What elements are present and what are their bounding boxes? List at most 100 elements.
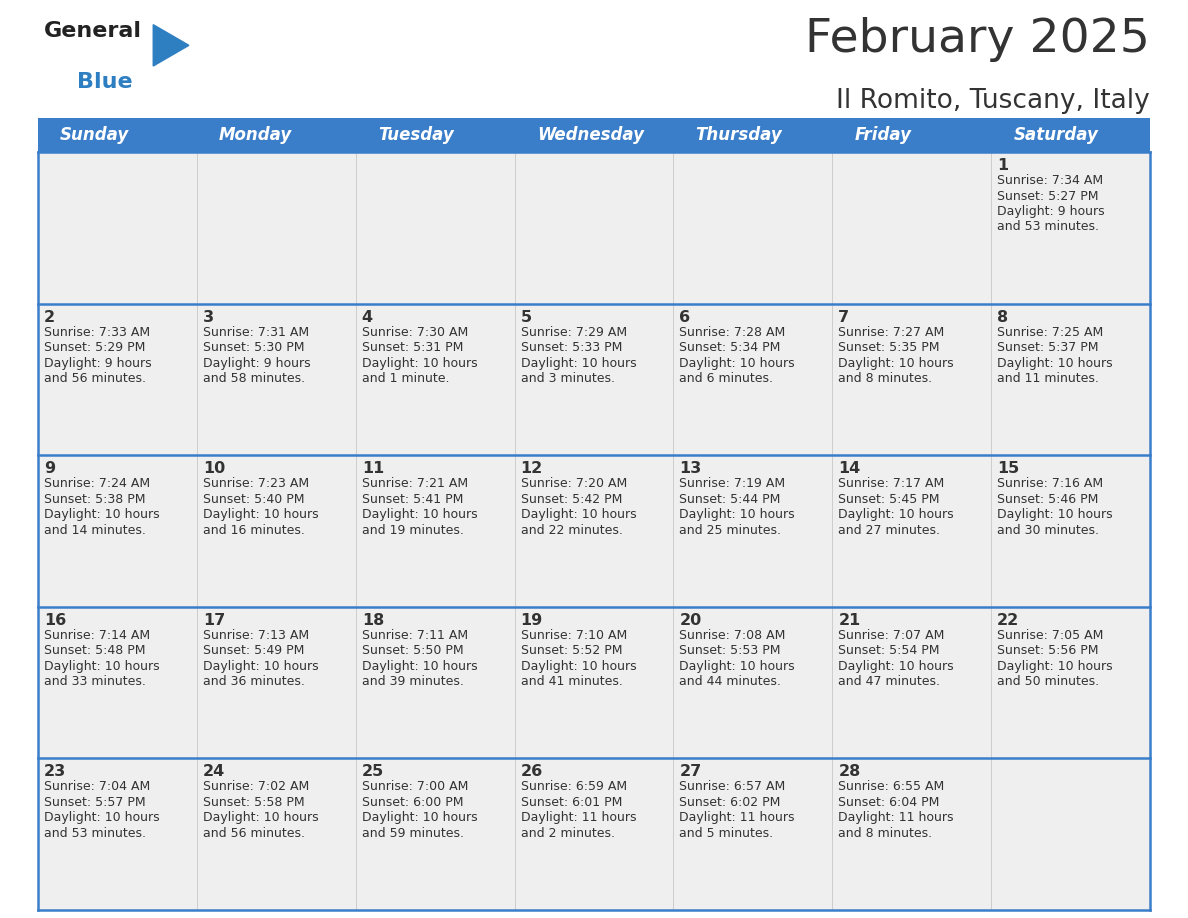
Text: Sunset: 5:31 PM: Sunset: 5:31 PM <box>361 341 463 354</box>
Text: Sunset: 5:46 PM: Sunset: 5:46 PM <box>997 493 1099 506</box>
Text: Sunset: 5:38 PM: Sunset: 5:38 PM <box>44 493 145 506</box>
Text: Sunrise: 7:31 AM: Sunrise: 7:31 AM <box>203 326 309 339</box>
Text: and 25 minutes.: and 25 minutes. <box>680 523 782 537</box>
Bar <box>38 152 1150 304</box>
Text: Sunrise: 7:16 AM: Sunrise: 7:16 AM <box>997 477 1104 490</box>
Text: and 30 minutes.: and 30 minutes. <box>997 523 1099 537</box>
Text: and 59 minutes.: and 59 minutes. <box>361 827 463 840</box>
Text: 11: 11 <box>361 461 384 476</box>
Text: Sunrise: 7:07 AM: Sunrise: 7:07 AM <box>839 629 944 642</box>
Bar <box>38 118 1150 152</box>
Text: Wednesday: Wednesday <box>537 126 644 144</box>
Text: Sunset: 5:40 PM: Sunset: 5:40 PM <box>203 493 304 506</box>
Text: Sunset: 5:33 PM: Sunset: 5:33 PM <box>520 341 623 354</box>
Text: and 39 minutes.: and 39 minutes. <box>361 676 463 688</box>
Text: 21: 21 <box>839 613 860 628</box>
Text: Sunrise: 7:17 AM: Sunrise: 7:17 AM <box>839 477 944 490</box>
Text: and 11 minutes.: and 11 minutes. <box>997 372 1099 385</box>
Text: 5: 5 <box>520 309 532 325</box>
Text: Sunrise: 7:33 AM: Sunrise: 7:33 AM <box>44 326 150 339</box>
Text: and 53 minutes.: and 53 minutes. <box>44 827 146 840</box>
Text: Sunrise: 7:10 AM: Sunrise: 7:10 AM <box>520 629 627 642</box>
Text: Friday: Friday <box>854 126 911 144</box>
Text: Daylight: 10 hours: Daylight: 10 hours <box>361 660 478 673</box>
Text: 28: 28 <box>839 765 860 779</box>
Text: Sunset: 5:45 PM: Sunset: 5:45 PM <box>839 493 940 506</box>
Text: Sunset: 5:42 PM: Sunset: 5:42 PM <box>520 493 623 506</box>
Text: Sunrise: 7:30 AM: Sunrise: 7:30 AM <box>361 326 468 339</box>
Text: Sunset: 5:49 PM: Sunset: 5:49 PM <box>203 644 304 657</box>
Text: 6: 6 <box>680 309 690 325</box>
Text: Daylight: 9 hours: Daylight: 9 hours <box>203 356 310 370</box>
Text: Sunset: 5:35 PM: Sunset: 5:35 PM <box>839 341 940 354</box>
Text: Sunset: 5:57 PM: Sunset: 5:57 PM <box>44 796 146 809</box>
Text: Daylight: 10 hours: Daylight: 10 hours <box>839 660 954 673</box>
Text: and 8 minutes.: and 8 minutes. <box>839 372 933 385</box>
Text: Sunrise: 7:25 AM: Sunrise: 7:25 AM <box>997 326 1104 339</box>
Text: Daylight: 9 hours: Daylight: 9 hours <box>44 356 152 370</box>
Text: Daylight: 10 hours: Daylight: 10 hours <box>520 509 637 521</box>
Text: Sunset: 5:30 PM: Sunset: 5:30 PM <box>203 341 304 354</box>
Text: and 14 minutes.: and 14 minutes. <box>44 523 146 537</box>
Text: 27: 27 <box>680 765 702 779</box>
Text: and 47 minutes.: and 47 minutes. <box>839 676 940 688</box>
Text: Sunset: 5:29 PM: Sunset: 5:29 PM <box>44 341 145 354</box>
Text: and 16 minutes.: and 16 minutes. <box>203 523 305 537</box>
Text: 10: 10 <box>203 461 225 476</box>
Text: Daylight: 11 hours: Daylight: 11 hours <box>520 812 636 824</box>
Text: and 44 minutes.: and 44 minutes. <box>680 676 782 688</box>
Text: Sunset: 5:54 PM: Sunset: 5:54 PM <box>839 644 940 657</box>
Text: and 27 minutes.: and 27 minutes. <box>839 523 940 537</box>
Text: Daylight: 10 hours: Daylight: 10 hours <box>997 660 1113 673</box>
Text: 23: 23 <box>44 765 67 779</box>
Text: 24: 24 <box>203 765 225 779</box>
Text: 4: 4 <box>361 309 373 325</box>
Text: and 8 minutes.: and 8 minutes. <box>839 827 933 840</box>
Text: Sunrise: 7:13 AM: Sunrise: 7:13 AM <box>203 629 309 642</box>
Text: Sunset: 5:34 PM: Sunset: 5:34 PM <box>680 341 781 354</box>
Text: Sunset: 5:27 PM: Sunset: 5:27 PM <box>997 189 1099 203</box>
Text: Tuesday: Tuesday <box>378 126 454 144</box>
Text: Sunrise: 6:57 AM: Sunrise: 6:57 AM <box>680 780 785 793</box>
Text: Sunset: 6:00 PM: Sunset: 6:00 PM <box>361 796 463 809</box>
Text: Daylight: 10 hours: Daylight: 10 hours <box>997 509 1113 521</box>
Text: General: General <box>44 21 141 41</box>
Text: Sunset: 5:48 PM: Sunset: 5:48 PM <box>44 644 145 657</box>
Bar <box>38 607 1150 758</box>
Text: and 5 minutes.: and 5 minutes. <box>680 827 773 840</box>
Text: Blue: Blue <box>77 72 133 92</box>
Bar <box>38 455 1150 607</box>
Text: Sunrise: 7:28 AM: Sunrise: 7:28 AM <box>680 326 785 339</box>
Text: Daylight: 10 hours: Daylight: 10 hours <box>203 812 318 824</box>
Text: and 1 minute.: and 1 minute. <box>361 372 449 385</box>
Bar <box>38 304 1150 455</box>
Text: and 56 minutes.: and 56 minutes. <box>203 827 305 840</box>
Text: Daylight: 10 hours: Daylight: 10 hours <box>839 356 954 370</box>
Text: 12: 12 <box>520 461 543 476</box>
Text: 20: 20 <box>680 613 702 628</box>
Text: and 22 minutes.: and 22 minutes. <box>520 523 623 537</box>
Text: Daylight: 10 hours: Daylight: 10 hours <box>680 356 795 370</box>
Text: Sunrise: 7:00 AM: Sunrise: 7:00 AM <box>361 780 468 793</box>
Text: 2: 2 <box>44 309 55 325</box>
Text: Thursday: Thursday <box>696 126 783 144</box>
Text: Sunrise: 7:02 AM: Sunrise: 7:02 AM <box>203 780 309 793</box>
Text: Sunset: 5:44 PM: Sunset: 5:44 PM <box>680 493 781 506</box>
Text: Daylight: 9 hours: Daylight: 9 hours <box>997 205 1105 218</box>
Text: Sunset: 6:01 PM: Sunset: 6:01 PM <box>520 796 623 809</box>
Text: Sunrise: 7:11 AM: Sunrise: 7:11 AM <box>361 629 468 642</box>
Text: 7: 7 <box>839 309 849 325</box>
Text: Il Romito, Tuscany, Italy: Il Romito, Tuscany, Italy <box>836 88 1150 114</box>
Text: 13: 13 <box>680 461 702 476</box>
Text: Sunrise: 7:23 AM: Sunrise: 7:23 AM <box>203 477 309 490</box>
Text: Sunset: 6:02 PM: Sunset: 6:02 PM <box>680 796 781 809</box>
Text: Daylight: 10 hours: Daylight: 10 hours <box>203 509 318 521</box>
Text: 1: 1 <box>997 158 1009 173</box>
Text: Daylight: 10 hours: Daylight: 10 hours <box>44 660 159 673</box>
Polygon shape <box>153 25 189 66</box>
Text: and 56 minutes.: and 56 minutes. <box>44 372 146 385</box>
Text: Sunset: 5:50 PM: Sunset: 5:50 PM <box>361 644 463 657</box>
Text: Daylight: 10 hours: Daylight: 10 hours <box>680 509 795 521</box>
Text: Sunrise: 7:19 AM: Sunrise: 7:19 AM <box>680 477 785 490</box>
Text: Sunrise: 7:05 AM: Sunrise: 7:05 AM <box>997 629 1104 642</box>
